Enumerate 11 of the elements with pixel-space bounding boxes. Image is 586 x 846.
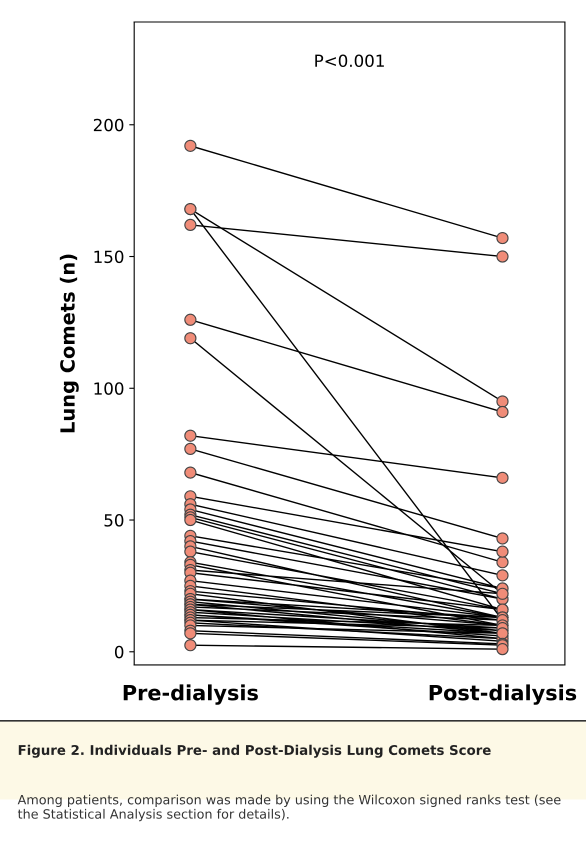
y-tick-label: 150 (94, 250, 124, 264)
x-tick-label: Post-dialysis (430, 684, 576, 705)
y-tick-label: 50 (104, 514, 124, 527)
text: Among patients, comparison was made by using the Wilcoxon signed ranks test (see the Statistical Analysis section for details). (18, 794, 560, 822)
x-tick-label: Pre-dialysis (124, 684, 258, 705)
y-axis-title: Lung Comets (n) (60, 254, 79, 432)
y-tick-label: 200 (94, 118, 124, 132)
annotation: P<0.001 (315, 54, 384, 68)
y-tick-label: 0 (114, 646, 124, 658)
y-tick-label: 100 (94, 382, 124, 395)
text: Figure 2. Individuals Pre- and Post-Dialysis Lung Comets Score (18, 744, 491, 758)
